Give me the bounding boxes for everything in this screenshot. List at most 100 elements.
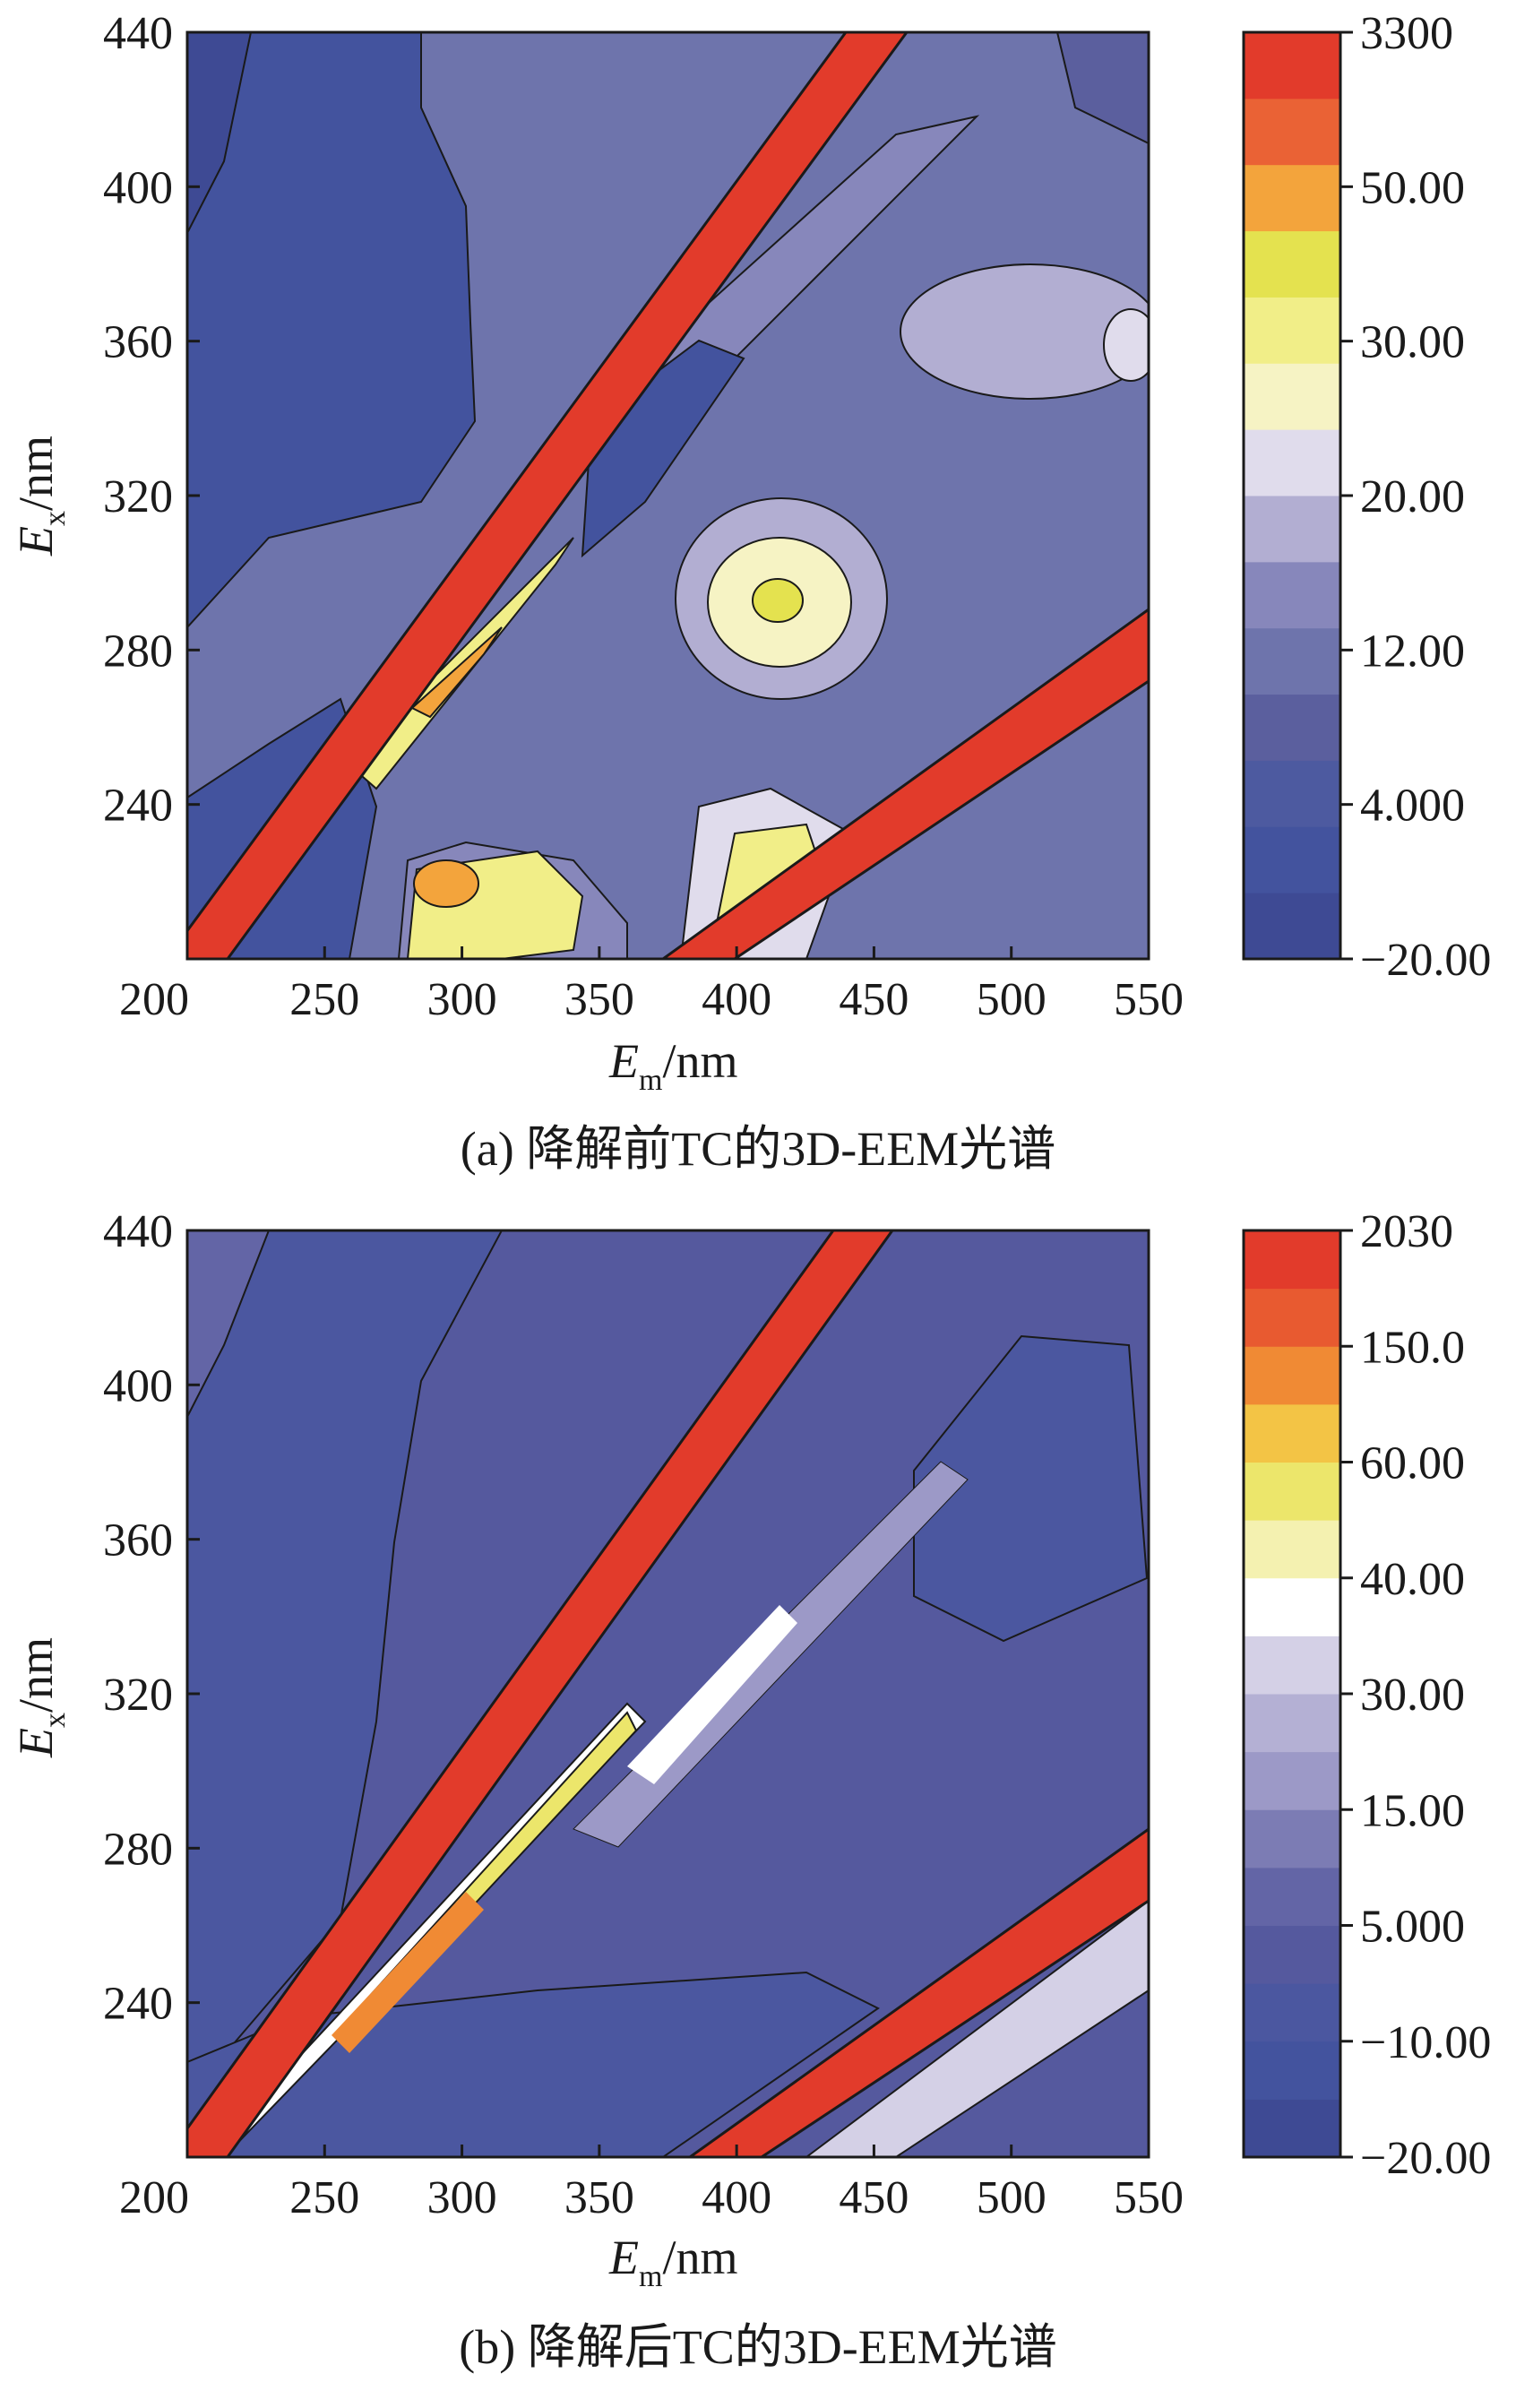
x-tick-label: 550 — [1114, 2172, 1184, 2223]
y-tick-label: 240 — [103, 781, 173, 832]
y-tick-label: 400 — [103, 1360, 173, 1411]
colorbar-tick-label: 3300 — [1360, 8, 1453, 59]
colorbar-swatch — [1244, 32, 1340, 99]
x-tick-label: 450 — [839, 2172, 909, 2223]
eem-panel-a: 200 250 300 350 400 450 500 550 240 280 320 360 400 4… — [0, 0, 1516, 1202]
colorbar-tick-label: 30.00 — [1360, 317, 1465, 368]
colorbar-swatch — [1244, 760, 1340, 827]
rayleigh-first-order-band — [187, 32, 909, 959]
x-tick-label: 550 — [1114, 974, 1184, 1025]
colorbar-swatch — [1244, 297, 1340, 364]
colorbar-tick-label: 5.000 — [1360, 1902, 1465, 1953]
low-region-upper-right — [1055, 32, 1149, 145]
eem-contour-chart-b: 200 250 300 350 400 450 500 550 240 280 320 360 400 4… — [9, 1206, 1491, 2374]
colorbar-swatch — [1244, 1346, 1340, 1405]
colorbar-swatch — [1244, 2099, 1340, 2158]
eem-panel-b: 200 250 300 350 400 450 500 550 240 280 320 360 400 4… — [0, 1202, 1516, 2404]
colorbar-tick-label: −20.00 — [1360, 935, 1491, 986]
x-tick-label: 300 — [427, 974, 497, 1025]
low-region-upper-left — [187, 32, 477, 629]
rayleigh-first-order-band — [187, 1230, 894, 2157]
rayleigh-second-order-band — [660, 608, 1149, 959]
plot-area — [187, 32, 1149, 959]
colorbar-swatch — [1244, 363, 1340, 430]
x-tick-label: 200 — [119, 2172, 189, 2223]
y-tick-label: 320 — [103, 471, 173, 522]
contour-upper-right-high — [1103, 308, 1149, 382]
colorbar-swatch — [1244, 1520, 1340, 1579]
y-tick-label: 280 — [103, 626, 173, 677]
scatter-shoulder-peak-a — [410, 626, 503, 719]
colorbar-swatch — [1244, 1809, 1340, 1869]
y-tick-label: 280 — [103, 1824, 173, 1875]
colorbar-swatch — [1244, 429, 1340, 496]
ridge-white — [627, 1605, 797, 1784]
colorbar-tick-label: 40.00 — [1360, 1554, 1465, 1605]
colorbar-swatch — [1244, 1636, 1340, 1695]
x-axis-label: Em/nm — [608, 2231, 737, 2293]
colorbar-tick-label: −10.00 — [1360, 2017, 1491, 2068]
colorbar-tick-label: 2030 — [1360, 1206, 1453, 1257]
contour-peak-center — [752, 578, 804, 623]
y-tick-label: 360 — [103, 1515, 173, 1566]
plot-area — [187, 1230, 1149, 2157]
x-tick-label: 350 — [564, 2172, 634, 2223]
x-tick-label: 450 — [839, 974, 909, 1025]
x-tick-label: 500 — [977, 2172, 1047, 2223]
colorbar-swatch — [1244, 561, 1340, 629]
y-tick-label: 240 — [103, 1979, 173, 2030]
colorbar-tick-label: 60.00 — [1360, 1438, 1465, 1489]
lowest-region-corner — [187, 32, 253, 234]
rayleigh-second-order-band — [687, 1827, 1149, 2157]
contour-lower-left-peak — [413, 859, 479, 908]
colorbar-swatch — [1244, 826, 1340, 893]
x-tick-label: 300 — [427, 2172, 497, 2223]
axes: 200 250 300 350 400 450 500 550 240 280 320 360 400 4… — [103, 1206, 1184, 2223]
trough-region — [581, 339, 745, 558]
y-tick-label: 360 — [103, 317, 173, 368]
colorbar-swatch — [1244, 164, 1340, 232]
mid-region-corner — [187, 1230, 271, 1418]
y-tick-label: 400 — [103, 162, 173, 213]
colorbar-swatch — [1244, 1462, 1340, 1521]
panel-caption: (a) 降解前TC的3D-EEM光谱 — [461, 1122, 1055, 1176]
colorbar-swatch — [1244, 1925, 1340, 1984]
colorbar-swatch — [1244, 98, 1340, 166]
y-axis-label: Ex/nm — [9, 436, 72, 557]
colorbar: 3300 50.00 30.00 20.00 12.00 4.000 −20.00 — [1242, 8, 1491, 986]
colorbar-tick-label: 50.00 — [1360, 162, 1465, 213]
y-tick-label: 320 — [103, 1670, 173, 1721]
x-tick-label: 350 — [564, 974, 634, 1025]
y-tick-label: 440 — [103, 1206, 173, 1257]
colorbar-tick-label: 4.000 — [1360, 781, 1465, 832]
colorbar-swatch — [1244, 2041, 1340, 2100]
scatter-shoulder-a — [346, 537, 574, 790]
colorbar-swatch — [1244, 1694, 1340, 1753]
colorbar-swatch — [1244, 1983, 1340, 2042]
x-tick-label: 500 — [977, 974, 1047, 1025]
panel-caption: (b) 降解后TC的3D-EEM光谱 — [459, 2320, 1056, 2374]
x-tick-label: 400 — [702, 2172, 771, 2223]
colorbar-swatch — [1244, 1230, 1340, 1290]
x-tick-label: 400 — [702, 974, 771, 1025]
y-axis-label: Ex/nm — [9, 1637, 72, 1758]
contour-upper-right-mid — [900, 263, 1149, 400]
colorbar-swatch — [1244, 1867, 1340, 1926]
noise-region-right — [913, 1334, 1149, 1643]
x-axis-label: Em/nm — [608, 1034, 737, 1097]
scatter-halo-lower — [805, 1899, 1149, 2157]
x-tick-label: 250 — [289, 974, 359, 1025]
colorbar-swatch — [1244, 694, 1340, 761]
colorbar-swatch — [1244, 627, 1340, 695]
colorbar-tick-label: 150.0 — [1360, 1322, 1465, 1373]
colorbar-swatch — [1244, 230, 1340, 298]
colorbar-tick-label: 30.00 — [1360, 1670, 1465, 1721]
eem-contour-chart-a: 200 250 300 350 400 450 500 550 240 280 320 360 400 4… — [9, 8, 1491, 1176]
x-tick-label: 200 — [119, 974, 189, 1025]
colorbar-swatch — [1244, 1751, 1340, 1810]
scatter-shoulder-orange — [332, 1892, 484, 2053]
colorbar-tick-label: −20.00 — [1360, 2133, 1491, 2184]
colorbar-swatch — [1244, 1288, 1340, 1347]
colorbar-tick-label: 12.00 — [1360, 626, 1465, 677]
colorbar-tick-label: 20.00 — [1360, 471, 1465, 522]
